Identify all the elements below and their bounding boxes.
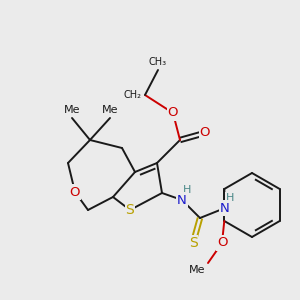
Text: CH₂: CH₂ [124, 90, 142, 100]
Text: H: H [226, 193, 234, 203]
Text: S: S [126, 203, 134, 217]
Text: Me: Me [64, 105, 80, 115]
Text: Me: Me [188, 265, 205, 275]
Text: O: O [200, 127, 210, 140]
Text: H: H [183, 185, 191, 195]
Text: O: O [168, 106, 178, 119]
Text: CH₃: CH₃ [149, 57, 167, 67]
Text: Me: Me [102, 105, 118, 115]
Text: S: S [189, 236, 197, 250]
Text: O: O [217, 236, 227, 250]
Text: N: N [177, 194, 187, 206]
Text: N: N [220, 202, 230, 214]
Text: O: O [70, 185, 80, 199]
